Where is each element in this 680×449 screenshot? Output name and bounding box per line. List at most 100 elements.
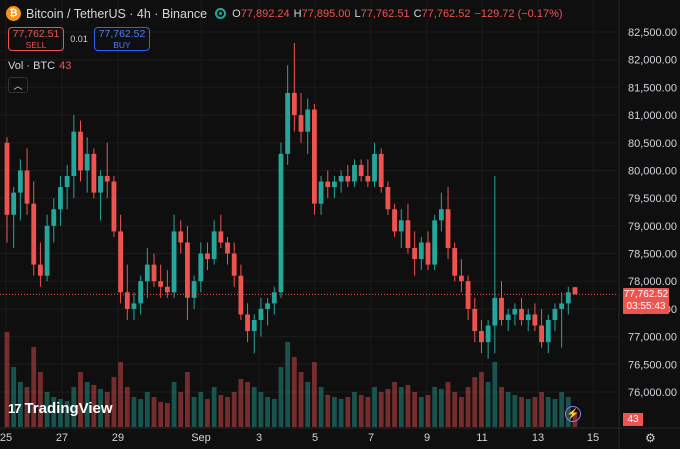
time-axis-label: 27: [56, 432, 68, 444]
candle-body: [44, 225, 50, 276]
volume-bar: [352, 392, 357, 427]
last-price-tag: 77,762.52 03:55:43: [623, 288, 669, 314]
volume-bar: [104, 392, 110, 427]
candle-body: [398, 220, 404, 232]
price-axis-label: 81,500.00: [628, 82, 677, 94]
volume-bar: [425, 395, 431, 427]
volume-bar: [185, 372, 190, 427]
candle-body: [198, 253, 204, 282]
candle-body: [298, 115, 304, 132]
buy-button[interactable]: 77,762.52 BUY: [94, 27, 150, 51]
sell-button[interactable]: 77,762.51 SELL: [8, 27, 64, 51]
candle-body: [158, 281, 164, 287]
volume-bar: [4, 332, 10, 427]
volume-bar: [311, 362, 317, 427]
volume-bar: [265, 397, 271, 427]
volume-legend[interactable]: Vol · BTC 43: [8, 60, 71, 72]
candle-body: [17, 170, 23, 193]
candle-body: [425, 242, 431, 265]
candle-body: [231, 253, 237, 276]
volume-bar: [432, 387, 438, 427]
volume-bar: [198, 392, 204, 427]
candle-body: [251, 320, 257, 332]
volume-bar: [91, 385, 97, 427]
candle-body: [565, 292, 571, 304]
volume-bar: [398, 387, 404, 427]
price-axis-label: 80,000.00: [628, 165, 677, 177]
volume-bar: [492, 362, 498, 427]
price-axis-label: 82,500.00: [628, 27, 677, 39]
settings-icon[interactable]: ⚙: [645, 431, 656, 445]
candle-body: [432, 220, 438, 265]
volume-bar: [532, 397, 538, 427]
time-axis-label: 29: [112, 432, 124, 444]
volume-bar: [211, 387, 217, 427]
volume-bar: [245, 382, 250, 427]
time-axis-label: 25: [0, 432, 12, 444]
volume-bar: [218, 395, 224, 427]
candle-body: [144, 264, 150, 282]
ohlc-readout: O77,892.24 H77,895.00 L77,762.51 C77,762…: [232, 7, 563, 20]
volume-bar: [58, 399, 63, 427]
tradingview-logo-text: TradingView: [24, 400, 113, 417]
candle-body: [171, 231, 177, 293]
candle-body: [285, 92, 291, 154]
candle-body: [352, 164, 357, 182]
candle-body: [31, 203, 37, 265]
volume-bar: [545, 397, 551, 427]
candle-body: [78, 131, 83, 171]
candle-body: [519, 308, 524, 320]
candle-body: [4, 142, 10, 215]
volume-tag: 43: [623, 413, 643, 426]
candle-body: [479, 331, 484, 343]
volume-legend-title: Vol · BTC: [8, 60, 56, 72]
volume-bar: [158, 402, 164, 427]
volume-bar: [238, 379, 244, 427]
candle-body: [291, 92, 297, 116]
candle-body: [185, 242, 190, 298]
symbol-title[interactable]: Bitcoin / TetherUS · 4h · Binance: [26, 6, 208, 21]
chart-header: ₿ Bitcoin / TetherUS · 4h · Binance O77,…: [6, 6, 563, 21]
candle-body: [532, 314, 538, 326]
volume-bar: [17, 382, 23, 427]
candle-body: [405, 220, 411, 248]
tradingview-logo[interactable]: 17 TradingView: [8, 400, 113, 417]
candle-body: [572, 287, 578, 295]
bitcoin-icon: ₿: [6, 6, 21, 21]
collapse-chevron-icon[interactable]: ︿: [8, 77, 28, 93]
candle-body: [191, 281, 197, 298]
candle-body: [205, 253, 210, 260]
volume-bar: [111, 377, 117, 427]
volume-bar: [71, 387, 77, 427]
time-axis-label: 3: [256, 432, 262, 444]
volume-bar: [479, 372, 484, 427]
lightning-icon[interactable]: ⚡: [565, 406, 581, 422]
volume-bar: [445, 382, 451, 427]
sell-label: SELL: [25, 40, 47, 50]
volume-bar: [24, 387, 30, 427]
candle-body: [118, 231, 124, 293]
candle-body: [305, 109, 311, 132]
volume-bar: [44, 392, 50, 427]
trade-buttons: 77,762.51 SELL 0.01 77,762.52 BUY: [8, 27, 150, 51]
candle-body: [512, 308, 518, 315]
spread-value: 0.01: [70, 34, 88, 44]
volume-bar: [271, 399, 277, 427]
candle-body: [452, 248, 458, 276]
candle-body: [412, 248, 418, 260]
volume-bar: [164, 403, 170, 427]
buy-price: 77,762.52: [98, 28, 146, 40]
volume-bar: [98, 389, 103, 427]
close-value: 77,762.52: [421, 7, 471, 20]
candle-body: [178, 231, 184, 243]
time-axis-label: 5: [312, 432, 318, 444]
candle-body: [104, 176, 110, 182]
candle-body: [11, 192, 17, 215]
volume-bar: [505, 392, 511, 427]
volume-bar: [291, 357, 297, 427]
volume-bar: [332, 397, 337, 427]
volume-bar: [438, 389, 444, 427]
candle-body: [392, 209, 397, 232]
volume-bar: [151, 397, 157, 427]
